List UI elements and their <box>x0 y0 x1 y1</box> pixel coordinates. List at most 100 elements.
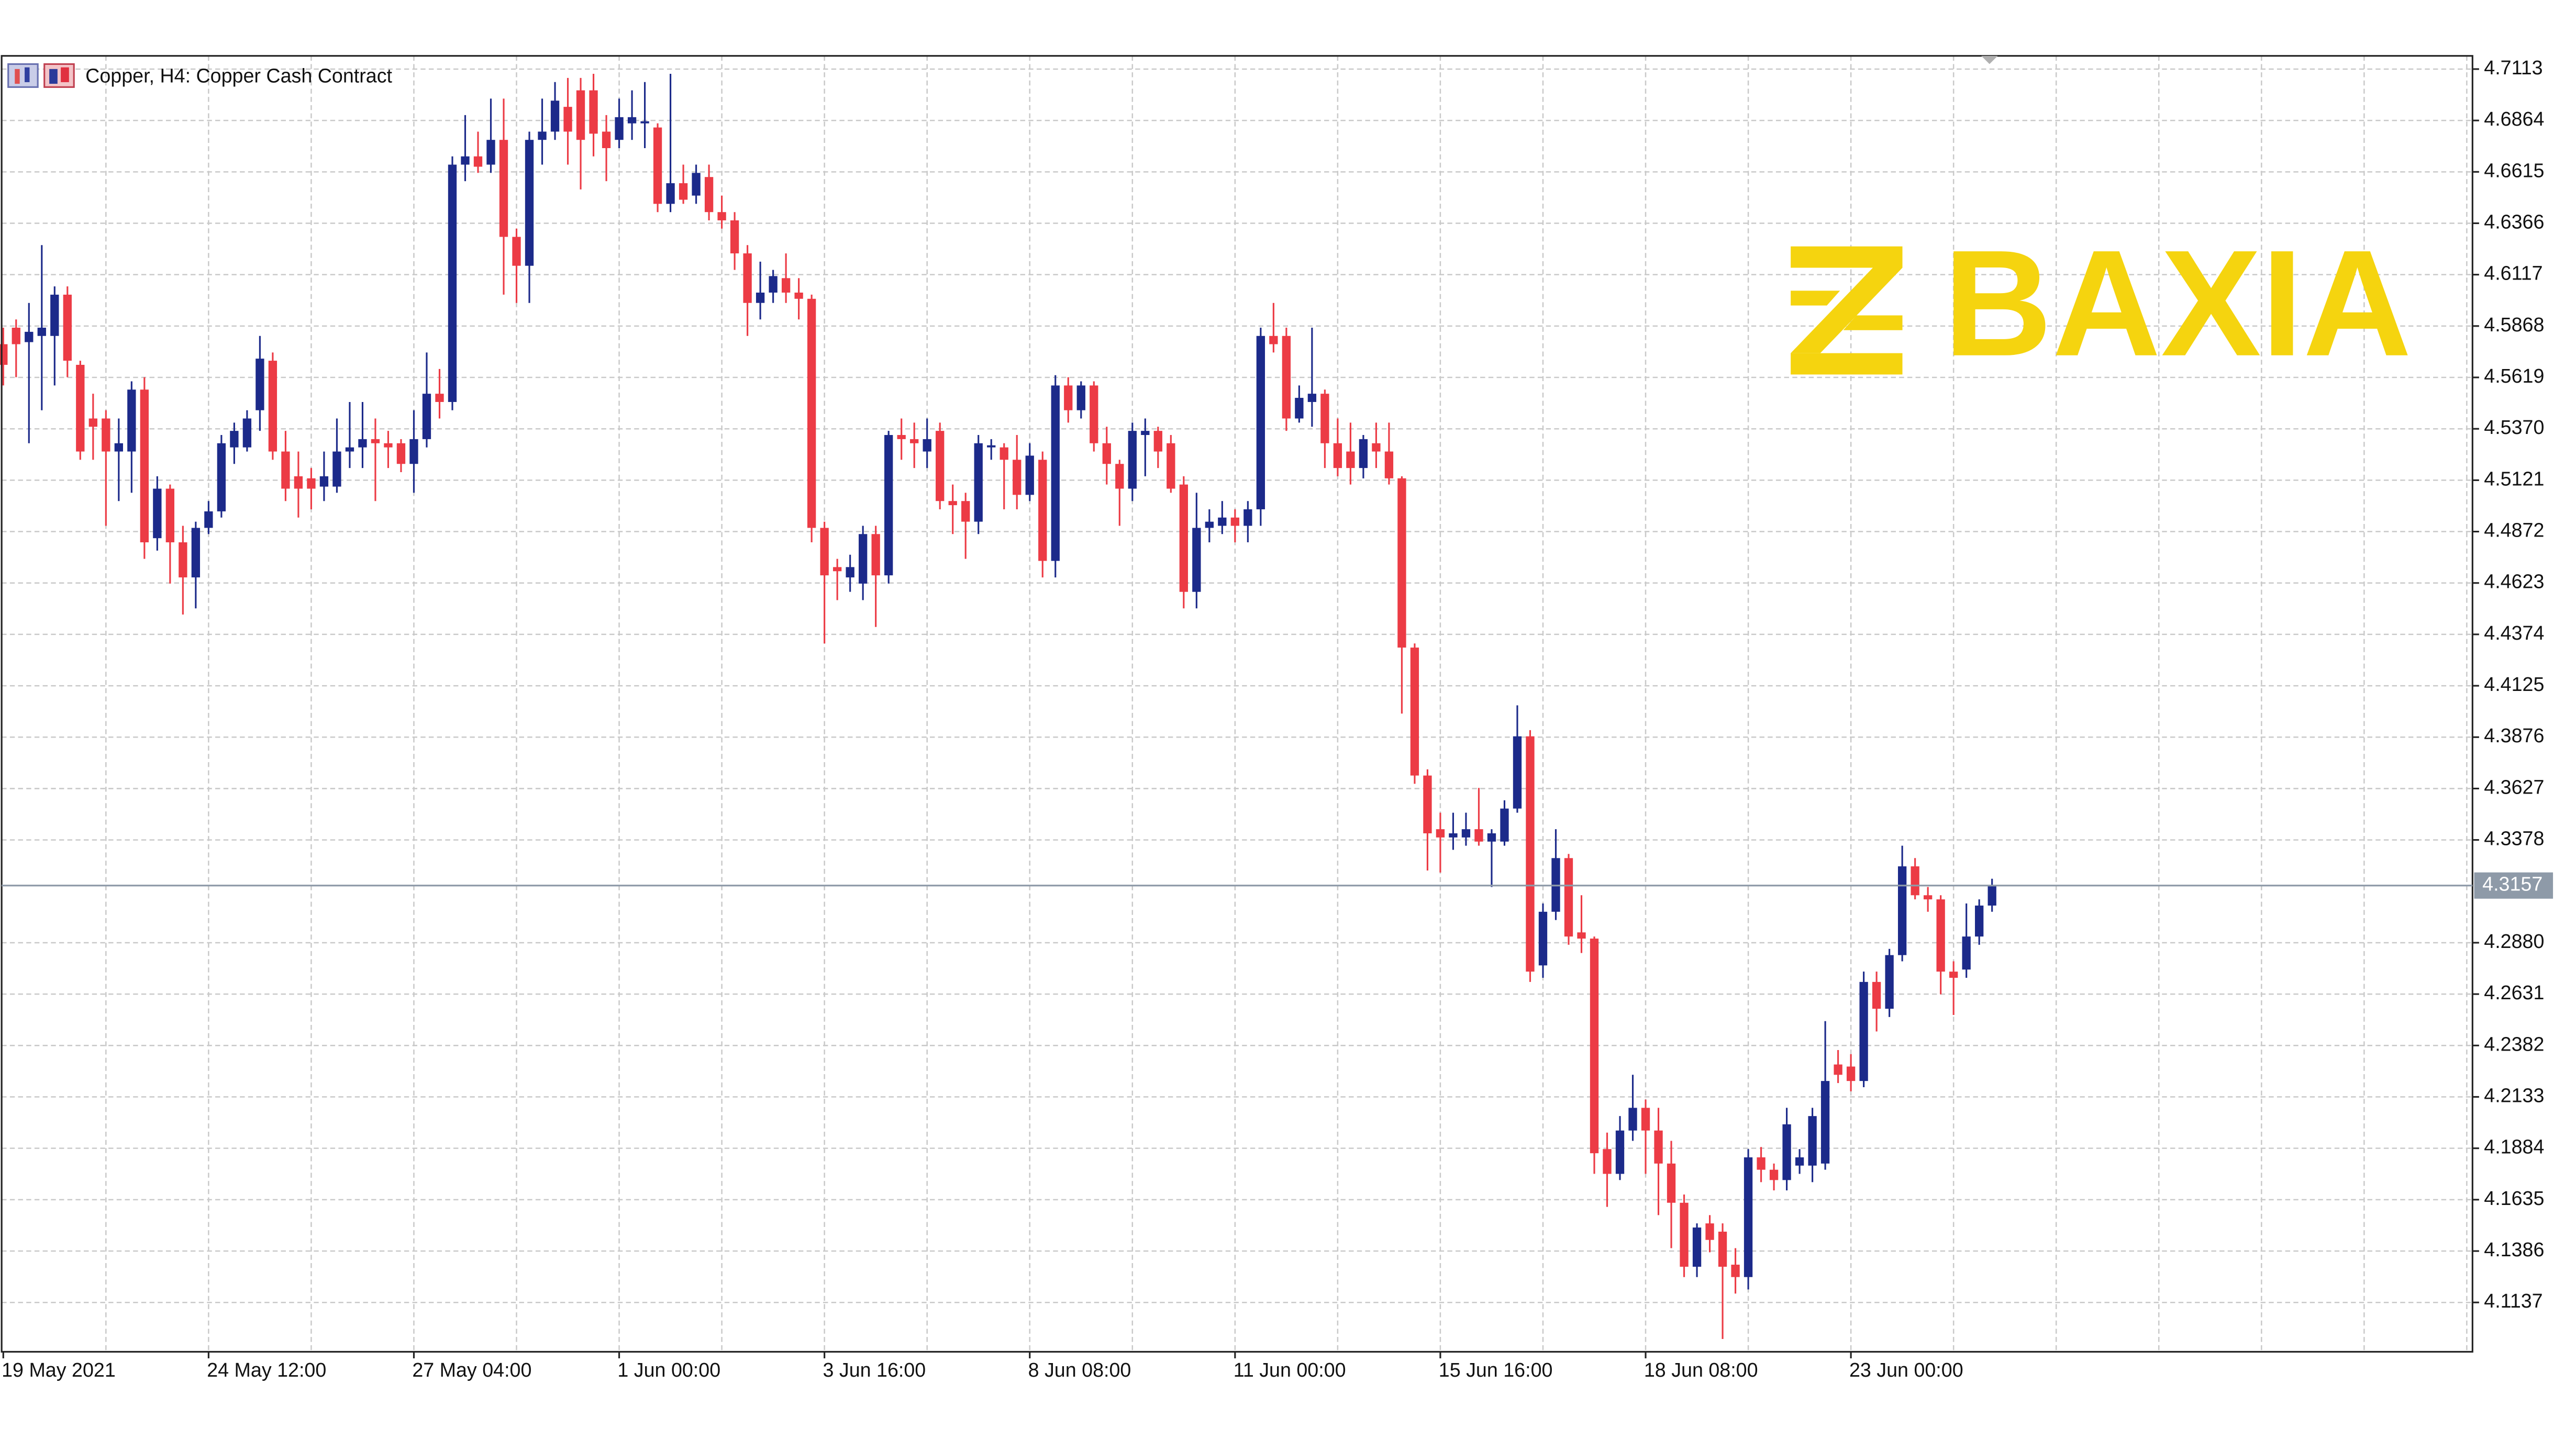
logo-bar <box>1791 353 1903 375</box>
x-tick-label: 18 Jun 08:00 <box>1644 1359 1758 1381</box>
candle-body <box>1436 829 1445 838</box>
candle-body <box>1346 451 1355 468</box>
candle-body <box>294 476 303 489</box>
y-tick-label: 4.5370 <box>2484 416 2544 438</box>
last-price-box <box>2474 872 2553 899</box>
candle-body <box>1641 1108 1650 1131</box>
candle-body <box>602 131 611 148</box>
candle-body <box>640 121 649 124</box>
candle-body <box>1013 460 1021 495</box>
candle-body <box>1025 455 1034 495</box>
candle-body <box>1256 336 1265 509</box>
candle-body <box>1808 1116 1817 1166</box>
candle-body <box>1564 858 1573 937</box>
candle-body <box>653 127 662 204</box>
y-tick-label: 4.5619 <box>2484 365 2544 387</box>
candle-body <box>12 328 20 344</box>
candle-body <box>589 90 598 134</box>
candle-body <box>230 431 239 448</box>
candle-body <box>1038 460 1047 561</box>
candle-body <box>974 443 983 522</box>
candle-body <box>1295 398 1304 419</box>
candle-body <box>1500 808 1509 842</box>
candle-body <box>948 501 957 506</box>
candle-body <box>525 140 534 266</box>
candle-body <box>743 253 752 303</box>
candle-body <box>692 173 701 196</box>
candle-body <box>1782 1124 1791 1180</box>
candle-body <box>1179 484 1188 592</box>
x-tick-label: 1 Jun 00:00 <box>617 1359 720 1381</box>
candle-body <box>281 451 290 489</box>
candle-body <box>1680 1202 1689 1267</box>
candle-body <box>114 443 123 452</box>
candle-body <box>1769 1169 1779 1180</box>
candle-body <box>1820 1081 1830 1164</box>
candle-body <box>756 292 765 303</box>
grid-layer <box>2 55 2473 1352</box>
icon <box>43 63 75 88</box>
candle-body <box>769 276 778 293</box>
icon <box>25 67 30 82</box>
candle-body <box>179 542 187 578</box>
candle-body <box>191 528 201 578</box>
symbol-icon <box>7 63 75 88</box>
candle-body <box>1975 905 1984 937</box>
x-tick-label: 24 May 12:00 <box>207 1359 326 1381</box>
candle-body <box>422 394 431 439</box>
y-tick-label: 4.6117 <box>2484 262 2542 284</box>
candle-body <box>127 389 136 452</box>
candle-body <box>1230 517 1239 526</box>
candle-body <box>102 418 110 452</box>
candle-body <box>1449 833 1458 838</box>
x-tick-label: 11 Jun 00:00 <box>1234 1359 1346 1381</box>
candle-body <box>242 418 252 448</box>
icon <box>49 69 58 84</box>
candle-body <box>256 359 264 410</box>
candle-body <box>1590 939 1599 1154</box>
candle-body <box>897 435 906 439</box>
candle-body <box>1936 899 1945 972</box>
candle-body <box>1705 1223 1714 1240</box>
candle-body <box>1667 1163 1676 1203</box>
y-tick-label: 4.2133 <box>2484 1084 2544 1106</box>
candle-body <box>332 451 341 487</box>
candle-body <box>1872 981 1881 1009</box>
candle-body <box>1410 648 1419 776</box>
candle-body <box>1911 866 1919 896</box>
candle-body <box>140 389 149 543</box>
candle-body <box>1757 1157 1766 1170</box>
y-tick-label: 4.4374 <box>2484 622 2544 644</box>
candle-body <box>76 364 85 452</box>
candle-body <box>666 183 675 204</box>
candle-body <box>1846 1066 1856 1081</box>
candle-body <box>1243 509 1252 526</box>
candle-body <box>1513 736 1522 809</box>
icon <box>15 69 20 84</box>
candle-body <box>1372 443 1381 452</box>
y-tick-label: 4.2880 <box>2484 930 2544 952</box>
candle-body <box>63 294 72 361</box>
icon <box>7 63 39 88</box>
y-tick-label: 4.6615 <box>2484 159 2544 181</box>
x-tick-label: 19 May 2021 <box>2 1359 116 1381</box>
candle-body <box>1987 885 1996 906</box>
candle-body <box>1359 439 1368 468</box>
y-tick-label: 4.6366 <box>2484 210 2544 232</box>
candle-body <box>807 298 816 528</box>
candle-body <box>679 183 688 200</box>
candle-body <box>473 156 483 167</box>
candle-body <box>1487 833 1496 842</box>
x-tick-label: 27 May 04:00 <box>412 1359 531 1381</box>
candle-body <box>550 101 560 132</box>
candle-body <box>1282 336 1291 419</box>
candle-body <box>165 488 175 543</box>
candle-body <box>1962 936 1971 970</box>
candle-body <box>486 140 495 165</box>
candle-body <box>871 534 880 576</box>
candle-body <box>627 117 637 124</box>
candle-body <box>1076 385 1085 410</box>
x-tick-label: 3 Jun 16:00 <box>823 1359 926 1381</box>
y-tick-label: 4.4125 <box>2484 673 2544 695</box>
